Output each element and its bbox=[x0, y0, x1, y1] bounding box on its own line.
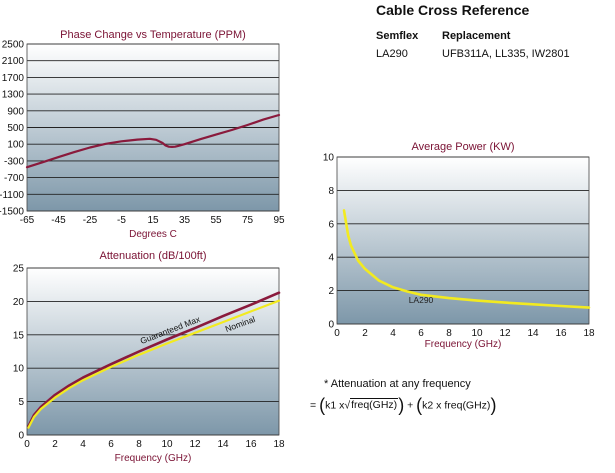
y-tick-label: 1700 bbox=[2, 73, 25, 84]
y-tick-label: -1500 bbox=[0, 207, 24, 218]
chart-power: 0 2 4 6 8 10 0 2 4 6 8 10 12 14 16 18 Average Power (KW)… bbox=[323, 141, 595, 350]
chart-title: Average Power (KW) bbox=[411, 141, 514, 153]
series-line-phase bbox=[25, 113, 281, 169]
formula-plus: + bbox=[407, 399, 414, 412]
y-tick-label: -1100 bbox=[0, 190, 24, 201]
x-axis-label: Frequency (GHz) bbox=[115, 453, 192, 464]
cross-reference-title: Cable Cross Reference bbox=[376, 2, 530, 18]
plot-frame bbox=[336, 156, 590, 325]
y-tick-label: 500 bbox=[7, 123, 24, 134]
replacement-parts: UFB311A, LL335, IW2801 bbox=[442, 48, 570, 60]
formula-sqrt-arg: freq(GHz) bbox=[350, 398, 399, 412]
y-tick-label: -300 bbox=[4, 156, 24, 167]
y-tick-label: 2500 bbox=[2, 40, 25, 51]
y-tick-label: 10 bbox=[323, 153, 335, 164]
series-line-nominal bbox=[27, 299, 281, 429]
y-tick-label: 2 bbox=[328, 286, 334, 297]
x-tick-label: 10 bbox=[161, 439, 173, 450]
x-tick-label: 14 bbox=[527, 328, 539, 339]
x-tick-label: 18 bbox=[583, 328, 595, 339]
y-tick-label: 15 bbox=[13, 330, 25, 341]
y-tick-label: 8 bbox=[328, 186, 334, 197]
y-tick-label: 25 bbox=[13, 264, 25, 275]
series-line-guaranteed-max bbox=[27, 291, 281, 428]
sqrt-icon: √ bbox=[344, 399, 351, 412]
x-tick-label: -45 bbox=[51, 215, 66, 226]
series-line-la290 bbox=[342, 209, 591, 309]
x-tick-label: 95 bbox=[273, 215, 285, 226]
cable-cross-reference: Cable Cross Reference Semflex Replacemen… bbox=[376, 2, 612, 72]
x-tick-label: 12 bbox=[189, 439, 201, 450]
y-tick-label: 0 bbox=[328, 320, 334, 331]
x-axis-label: Frequency (GHz) bbox=[425, 339, 502, 350]
y-tick-label: 2100 bbox=[2, 56, 25, 67]
x-tick-label: 15 bbox=[147, 215, 159, 226]
x-tick-label: -5 bbox=[117, 215, 126, 226]
x-tick-label: 16 bbox=[245, 439, 257, 450]
x-tick-label: 8 bbox=[446, 328, 452, 339]
x-tick-label: 4 bbox=[80, 439, 86, 450]
x-tick-label: -25 bbox=[83, 215, 98, 226]
column-header-replacement: Replacement bbox=[442, 30, 511, 42]
y-tick-label: 1300 bbox=[2, 90, 25, 101]
x-tick-label: 4 bbox=[390, 328, 396, 339]
plot-frame bbox=[26, 43, 280, 212]
x-tick-label: 10 bbox=[471, 328, 483, 339]
y-tick-label: 0 bbox=[18, 431, 24, 442]
x-tick-label: -65 bbox=[20, 215, 35, 226]
x-tick-label: 14 bbox=[217, 439, 229, 450]
x-tick-label: 0 bbox=[334, 328, 340, 339]
x-tick-label: 6 bbox=[418, 328, 424, 339]
formula-k2: k2 x freq(GHz) bbox=[422, 399, 491, 412]
attenuation-note: * Attenuation at any frequency = (k1 x√f… bbox=[310, 378, 610, 418]
chart-attenuation: 0 5 10 15 20 25 0 2 4 6 8 10 12 14 16 18 Attenuation (dB… bbox=[13, 250, 285, 464]
attenuation-note-text: * Attenuation at any frequency bbox=[324, 378, 471, 390]
x-tick-label: 35 bbox=[179, 215, 191, 226]
formula-equals: = bbox=[310, 399, 317, 412]
x-tick-label: 12 bbox=[499, 328, 511, 339]
semflex-part: LA290 bbox=[376, 48, 408, 60]
formula-k1: k1 x bbox=[325, 399, 345, 412]
y-tick-label: 5 bbox=[18, 397, 24, 408]
y-tick-label: 900 bbox=[7, 106, 24, 117]
chart-phase: 2500 2100 1700 1300 900 500 100 -300 -700 -1100 -1… bbox=[0, 29, 285, 240]
x-axis-label: Degrees C bbox=[129, 229, 177, 240]
column-header-semflex: Semflex bbox=[376, 30, 419, 42]
chart-title: Attenuation (dB/100ft) bbox=[99, 250, 206, 262]
x-tick-label: 8 bbox=[136, 439, 142, 450]
x-tick-label: 6 bbox=[108, 439, 114, 450]
plot-area bbox=[337, 157, 589, 324]
series-label-la290: LA290 bbox=[409, 295, 434, 305]
x-tick-label: 2 bbox=[52, 439, 58, 450]
y-tick-label: 4 bbox=[328, 253, 334, 264]
x-tick-label: 2 bbox=[362, 328, 368, 339]
y-tick-label: -700 bbox=[4, 173, 24, 184]
chart-title: Phase Change vs Temperature (PPM) bbox=[60, 29, 246, 41]
y-tick-label: 100 bbox=[7, 140, 24, 151]
attenuation-formula: = (k1 x√freq(GHz)) + (k2 x freq(GHz)) bbox=[310, 395, 497, 415]
x-tick-label: 55 bbox=[210, 215, 222, 226]
x-tick-label: 16 bbox=[555, 328, 567, 339]
y-tick-label: 20 bbox=[13, 297, 25, 308]
y-tick-label: 6 bbox=[328, 219, 334, 230]
x-tick-label: 75 bbox=[242, 215, 254, 226]
plot-area bbox=[27, 268, 279, 435]
y-tick-label: 10 bbox=[13, 364, 25, 375]
x-tick-label: 18 bbox=[273, 439, 285, 450]
x-tick-label: 0 bbox=[24, 439, 30, 450]
plot-frame bbox=[26, 267, 280, 436]
